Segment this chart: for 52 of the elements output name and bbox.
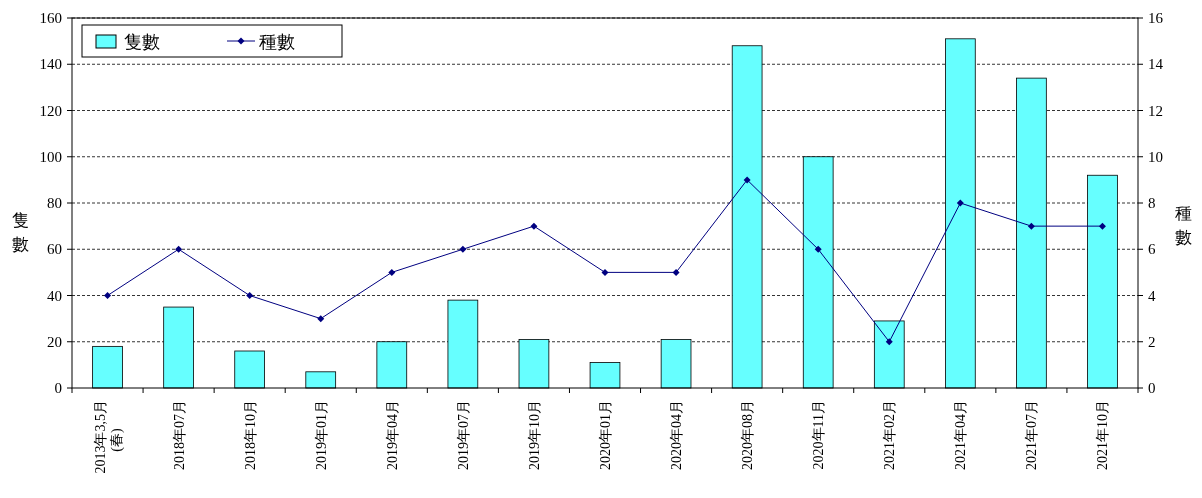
y2-axis-title: 種數 (1174, 204, 1192, 247)
x-tick-label: 2018年07月 (171, 400, 187, 470)
x-tick-label: 2021年07月 (1024, 400, 1040, 470)
y2-tick-label: 16 (1148, 10, 1164, 26)
x-tick-label: 2021年02月 (882, 400, 898, 470)
y2-tick-label: 14 (1148, 56, 1164, 73)
x-tick-label: 2019年01月 (313, 400, 329, 470)
x-tick-label: 2020年04月 (669, 400, 685, 470)
y2-tick-label: 8 (1148, 195, 1156, 211)
legend-label: 種數 (259, 32, 295, 52)
point (672, 268, 680, 276)
y2-tick-label: 0 (1148, 380, 1156, 396)
point (601, 268, 609, 276)
y-tick-label: 40 (47, 287, 62, 304)
point (530, 222, 538, 230)
point (459, 245, 467, 253)
x-tick-label: 2020年08月 (740, 400, 756, 470)
x-tick-label: 2021年10月 (1095, 400, 1111, 470)
point (743, 176, 751, 184)
y2-tick-label: 10 (1148, 148, 1163, 165)
x-tick-label: 2021年04月 (953, 400, 969, 470)
x-tick-label: 2019年10月 (526, 400, 542, 470)
x-tick-label: 2013年3,5月 (春) (92, 400, 125, 474)
point (104, 292, 112, 299)
y-tick-label: 120 (39, 102, 62, 119)
point (175, 245, 183, 253)
y2-tick-label: 4 (1148, 287, 1156, 304)
point (814, 245, 822, 253)
y2-tick-label: 12 (1148, 102, 1163, 119)
x-tick-label: 2020年11月 (811, 400, 827, 470)
y-tick-label: 160 (39, 10, 62, 26)
y-tick-label: 0 (54, 380, 62, 396)
y-tick-label: 60 (47, 241, 62, 258)
x-tick-label: 2019年04月 (384, 400, 400, 470)
y-tick-label: 100 (39, 148, 62, 165)
point (317, 315, 325, 323)
x-tick-label: 2019年07月 (455, 400, 471, 470)
y2-tick-label: 2 (1148, 333, 1156, 350)
point (388, 268, 396, 276)
x-tick-label: 2018年10月 (242, 400, 258, 470)
y-axis-title: 隻數 (11, 211, 29, 254)
y2-tick-label: 6 (1148, 241, 1156, 258)
point (885, 338, 893, 346)
x-tick-label: 2020年01月 (598, 400, 613, 470)
legend-label: 隻數 (124, 32, 160, 52)
point (1027, 222, 1035, 230)
y-tick-label: 140 (39, 56, 62, 73)
point (246, 292, 254, 299)
point (956, 199, 964, 207)
point (1098, 222, 1106, 230)
y-tick-label: 20 (47, 333, 62, 350)
y-tick-label: 80 (47, 195, 62, 211)
